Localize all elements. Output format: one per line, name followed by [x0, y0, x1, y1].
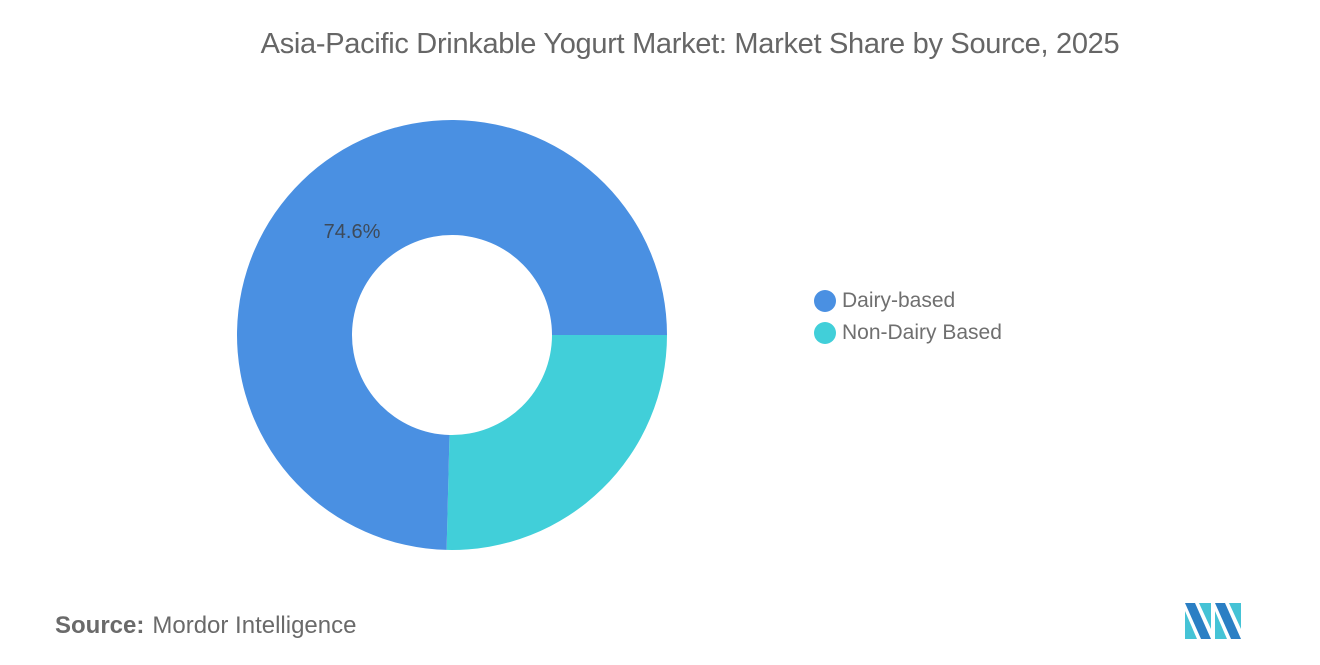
- slice-non-dairy-based[interactable]: [446, 335, 667, 550]
- chart-legend: Dairy-based Non-Dairy Based: [814, 285, 1002, 349]
- source-label: Source:: [55, 612, 145, 639]
- source-value: Mordor Intelligence: [152, 612, 357, 639]
- non-dairy-swatch-icon: [814, 322, 836, 344]
- legend-item-dairy[interactable]: Dairy-based: [814, 285, 1002, 317]
- chart-title: Asia-Pacific Drinkable Yogurt Market: Ma…: [260, 28, 1120, 60]
- legend-label: Dairy-based: [842, 289, 956, 312]
- dairy-percentage-label: 74.6%: [324, 221, 381, 243]
- slice-dairy-based[interactable]: [237, 120, 668, 550]
- legend-item-non-dairy[interactable]: Non-Dairy Based: [814, 317, 1002, 349]
- legend-label: Non-Dairy Based: [842, 321, 1002, 344]
- donut-slices: [237, 120, 668, 550]
- source-note: Source: Mordor Intelligence: [55, 612, 356, 640]
- mordor-intelligence-logo-icon: [1185, 603, 1241, 639]
- dairy-swatch-icon: [814, 290, 836, 312]
